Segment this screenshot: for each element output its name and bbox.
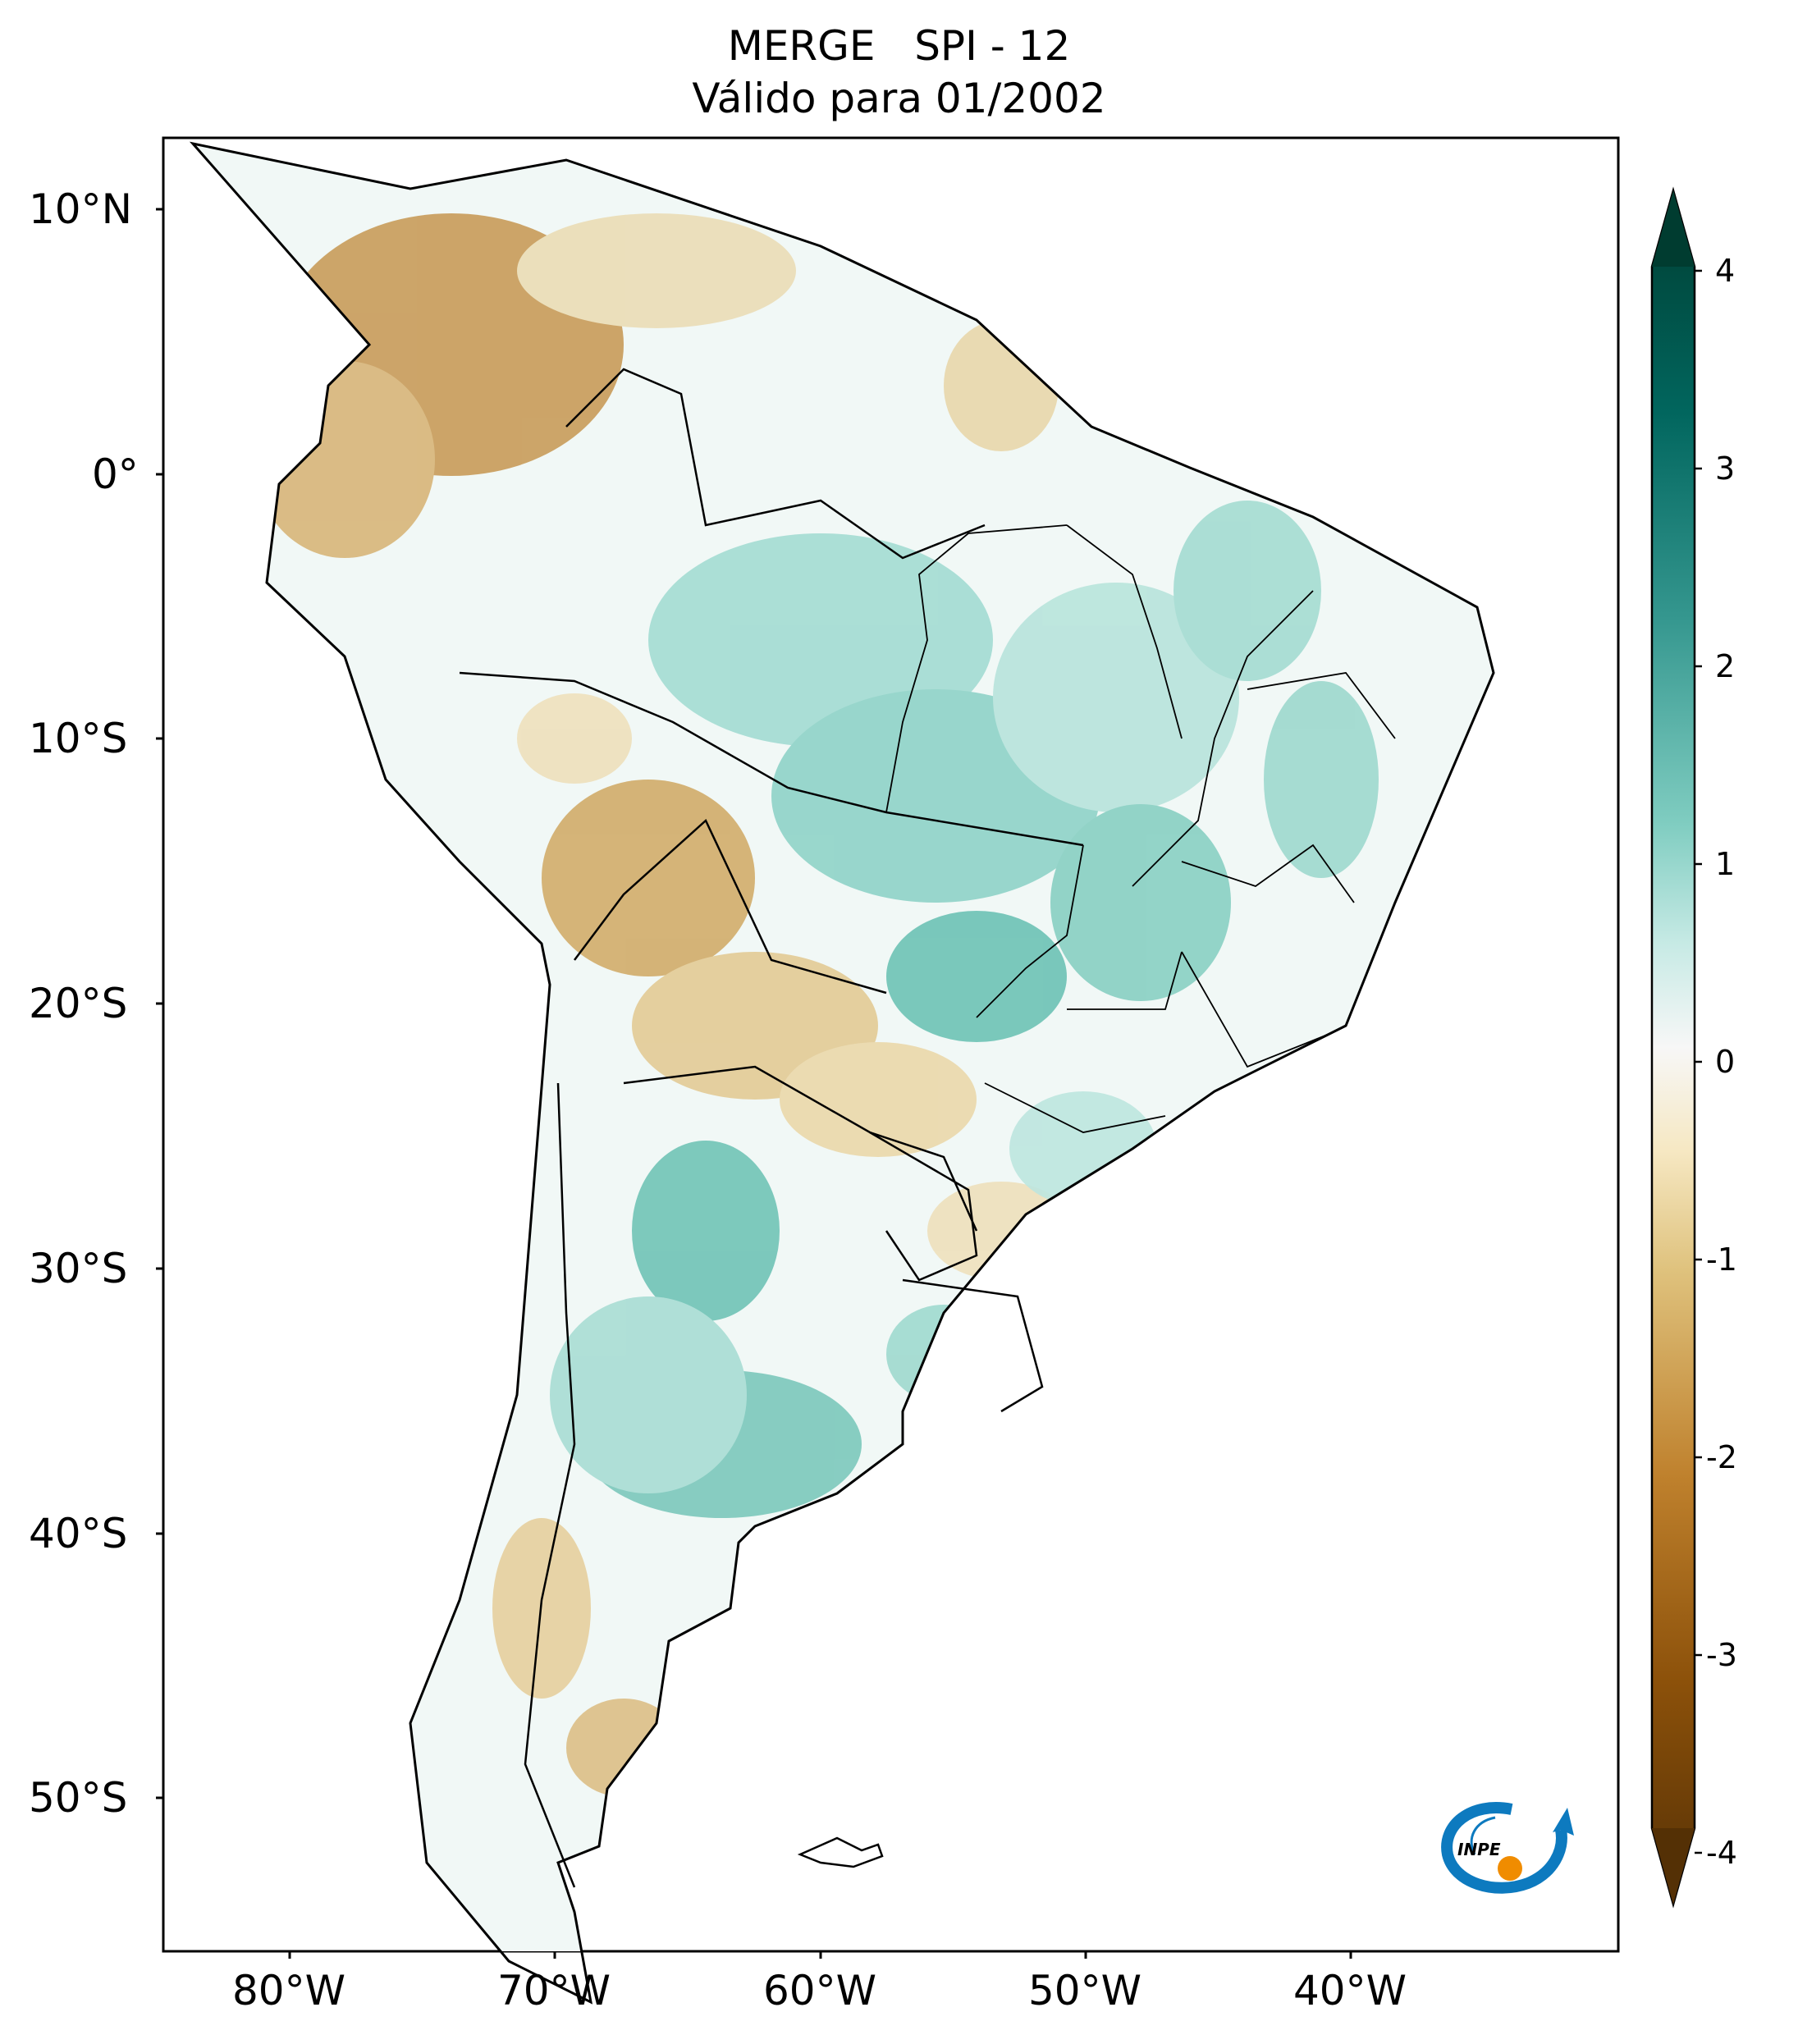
map-title: MERGE SPI - 12 — [727, 22, 1071, 70]
lon-label: 80°W — [232, 1967, 346, 2014]
colorbar-tick-label: 1 — [1715, 846, 1736, 882]
colorbar-tick-label: 2 — [1715, 648, 1736, 684]
inpe-logo-text: INPE — [1457, 1840, 1501, 1859]
map-subtitle: Válido para 01/2002 — [692, 75, 1106, 122]
lon-label: 70°W — [497, 1967, 611, 2014]
colorbar-body — [1650, 186, 1696, 1909]
lon-label: 60°W — [763, 1967, 877, 2014]
falkland-islands — [797, 1836, 884, 1868]
colorbar-tick-label: 3 — [1715, 450, 1736, 487]
colorbar-extend-min — [1652, 1828, 1695, 1905]
coastline — [189, 141, 1495, 2005]
colorbar-tick-label: 0 — [1715, 1044, 1736, 1080]
colorbar-extend-max — [1652, 190, 1695, 267]
colorbar-tick-label: -1 — [1706, 1241, 1737, 1278]
state-borders — [885, 524, 1396, 1133]
colorbar-tick-label: -4 — [1706, 1835, 1737, 1871]
lat-label: 10°S — [29, 715, 128, 762]
lon-label: 40°W — [1293, 1967, 1407, 2014]
lat-label: 0° — [92, 450, 139, 498]
colorbar-tick-label: -3 — [1706, 1637, 1737, 1673]
country-borders — [459, 368, 1084, 1888]
inpe-logo-icon: INPE — [1441, 1802, 1574, 1894]
lat-label: 20°S — [29, 980, 128, 1027]
lat-label: 10°N — [29, 185, 133, 233]
colorbar — [1650, 186, 1702, 1909]
colorbar-tick-label: -2 — [1706, 1439, 1737, 1475]
axis-ticks — [156, 208, 1352, 1959]
lat-label: 30°S — [29, 1245, 128, 1292]
lon-label: 50°W — [1028, 1967, 1142, 2014]
lat-label: 40°S — [29, 1510, 128, 1557]
lat-label: 50°S — [29, 1774, 128, 1822]
colorbar-tick-label: 4 — [1715, 253, 1736, 289]
